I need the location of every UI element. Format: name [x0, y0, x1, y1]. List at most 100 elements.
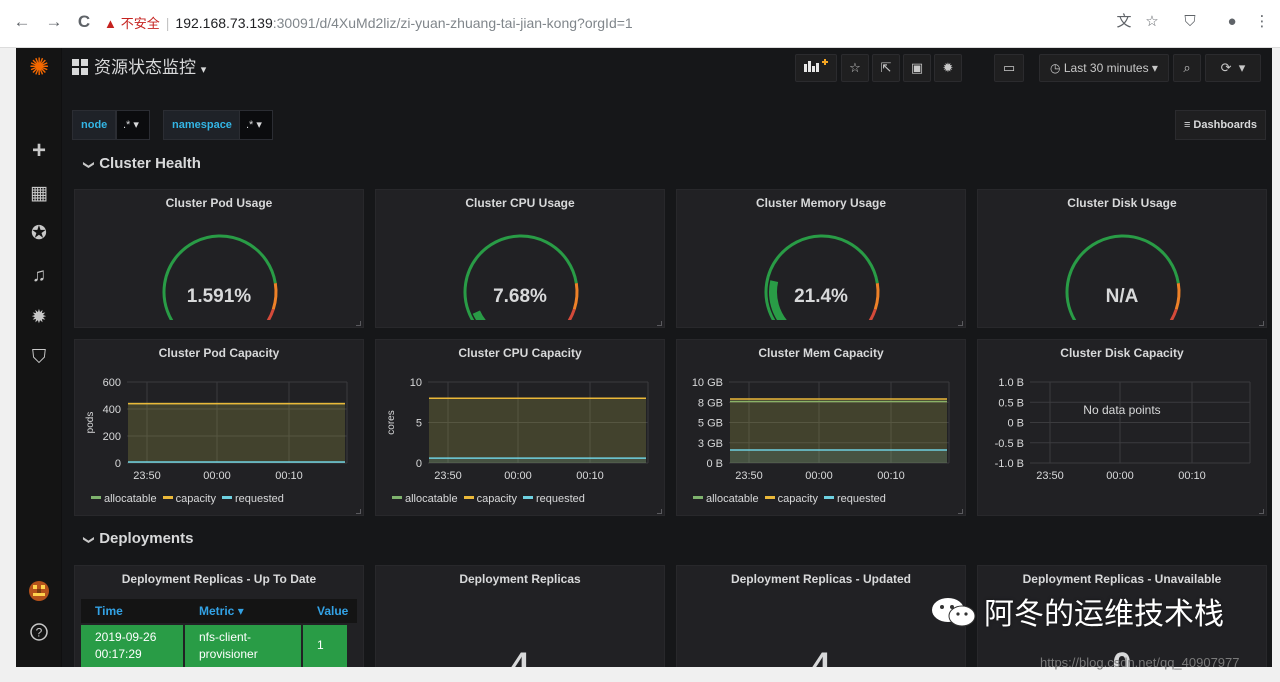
x-tick-label: 23:50 [434, 470, 462, 482]
legend-swatch [823, 496, 834, 499]
gauge-arc [463, 234, 579, 320]
y-tick-label: 1.0 B [998, 377, 1024, 389]
var-label-node: node [72, 110, 117, 140]
threshold-green [764, 234, 879, 320]
row-cluster-health[interactable]: ❯ Cluster Health [83, 153, 201, 175]
gauge-panel-memory-usage[interactable]: Cluster Memory Usage 21.4% [676, 189, 966, 328]
gauge-panel-disk-usage[interactable]: Cluster Disk Usage N/A [977, 189, 1267, 328]
column-value[interactable]: Value [317, 604, 349, 618]
profile-icon[interactable]: ● [1227, 13, 1237, 30]
threshold-red [266, 308, 275, 320]
alerting-bell-icon[interactable]: ♫ [31, 265, 47, 286]
stat-value: 4 [811, 646, 831, 667]
graph-panel-disk-capacity[interactable]: Cluster Disk Capacity 1.0 B 0.5 B 0 B -0.5 … [977, 339, 1267, 516]
dashboard-title[interactable]: 资源状态监控 ▾ [72, 56, 206, 80]
legend-label: capacity [175, 493, 216, 505]
resize-handle[interactable] [1259, 509, 1264, 514]
legend-label: allocatable [104, 493, 157, 505]
reload-icon[interactable]: C [77, 12, 91, 31]
legend-item-allocatable[interactable]: allocatable [693, 493, 759, 505]
resize-handle[interactable] [1259, 321, 1264, 326]
share-icon[interactable]: ⇱ [872, 54, 900, 82]
x-tick-label: 00:00 [203, 470, 231, 482]
grafana-logo-icon[interactable]: ✺ [28, 54, 50, 81]
series-area-requested [730, 450, 947, 463]
legend-swatch [392, 496, 402, 499]
stat-panel-replicas[interactable]: Deployment Replicas 4 [375, 565, 665, 667]
resize-handle[interactable] [657, 321, 662, 326]
browser-toolbar: ← → C ▲ 不安全 | 192.168.73.139:30091/d/4XuMd… [0, 0, 1280, 48]
panel-title: Cluster Pod Usage [165, 196, 273, 210]
svg-text:?: ? [36, 626, 43, 640]
translate-icon[interactable]: 文 [1116, 13, 1132, 30]
tv-mode-icon[interactable]: ▭ [994, 54, 1024, 82]
y-tick-label: 5 [416, 418, 422, 430]
threshold-red [868, 308, 877, 320]
bookmark-star-icon[interactable]: ☆ [1145, 13, 1159, 30]
gauge-value: 21.4% [794, 286, 848, 307]
configuration-gear-icon[interactable]: ✹ [31, 307, 47, 328]
y-tick-label: 0 B [706, 458, 723, 470]
add-panel-button[interactable] [795, 54, 837, 82]
time-picker[interactable]: ◷ Last 30 minutes ▾ [1039, 54, 1169, 82]
legend-item-requested[interactable]: requested [221, 493, 284, 505]
cell-metric: nfs-client-provisioner [185, 625, 301, 667]
chart-plot: 600 400 200 0 23:50 00:00 00:10 pods [85, 377, 348, 482]
series-area-capacity [128, 403, 345, 463]
threshold-green [1065, 234, 1180, 320]
table-panel-up-to-date[interactable]: Deployment Replicas - Up To Date Time Me… [74, 565, 364, 667]
y-tick-label: 0 [416, 458, 422, 470]
gauge-panel-pod-usage[interactable]: Cluster Pod Usage 1.591% [74, 189, 364, 328]
legend-item-capacity[interactable]: capacity [162, 493, 216, 505]
x-tick-label: 23:50 [133, 470, 161, 482]
stat-panel-updated[interactable]: Deployment Replicas - Updated 4 [676, 565, 966, 667]
column-time[interactable]: Time [95, 604, 123, 618]
y-tick-label: 0 B [1007, 418, 1024, 430]
legend-item-requested[interactable]: requested [522, 493, 585, 505]
resize-handle[interactable] [958, 509, 963, 514]
graph-panel-cpu-capacity[interactable]: Cluster CPU Capacity 10 5 0 23:50 00:00 00:10… [375, 339, 665, 516]
security-warning[interactable]: 不安全 [120, 16, 160, 31]
resize-handle[interactable] [958, 321, 963, 326]
star-icon[interactable]: ☆ [841, 54, 869, 82]
help-icon[interactable]: ? [16, 622, 62, 650]
dashboards-grid-icon[interactable]: ▦ [30, 183, 48, 204]
gauge-panel-cpu-usage[interactable]: Cluster CPU Usage 7.68% [375, 189, 665, 328]
extension-shield-icon[interactable]: ⛉ [1184, 13, 1196, 30]
menu-dots-icon[interactable]: ⋮ [1254, 13, 1270, 30]
var-select-namespace[interactable]: .* ▾ [239, 110, 273, 140]
legend-item-capacity[interactable]: capacity [764, 493, 818, 505]
legend-item-allocatable[interactable]: allocatable [392, 493, 458, 505]
legend-item-requested[interactable]: requested [823, 493, 886, 505]
legend-label: requested [836, 493, 886, 505]
column-metric[interactable]: Metric ▾ [199, 604, 244, 618]
create-plus-icon[interactable]: + [31, 137, 46, 164]
resize-handle[interactable] [356, 509, 361, 514]
panel-title: Deployment Replicas - Up To Date [121, 572, 317, 586]
y-tick-label: 5 GB [698, 418, 723, 430]
threshold-green [463, 234, 578, 320]
warning-icon: ▲ [104, 16, 117, 31]
stat-panel-unavailable[interactable]: Deployment Replicas - Unavailable 0 [977, 565, 1267, 667]
explore-compass-icon[interactable]: ✪ [31, 223, 47, 244]
admin-shield-icon[interactable]: ⛉ [31, 347, 47, 368]
row-deployments[interactable]: ❯ Deployments [83, 528, 194, 550]
graph-panel-mem-capacity[interactable]: Cluster Mem Capacity 10 GB 8 GB 5 GB 3 GB 0 … [676, 339, 966, 516]
var-select-node[interactable]: .* ▾ [116, 110, 150, 140]
dashboards-link[interactable]: ≡ Dashboards [1174, 110, 1266, 140]
resize-handle[interactable] [657, 509, 662, 514]
resize-handle[interactable] [356, 321, 361, 326]
address-bar[interactable]: ▲ 不安全 | 192.168.73.139:30091/d/4XuMd2liz/z… [104, 15, 633, 31]
save-icon[interactable]: ▣ [903, 54, 931, 82]
legend-item-allocatable[interactable]: allocatable [91, 493, 157, 505]
y-tick-label: -0.5 B [995, 438, 1024, 450]
refresh-icon[interactable]: ⟳ ▾ [1205, 54, 1261, 82]
zoom-out-icon[interactable]: ⌕ [1173, 54, 1201, 82]
user-avatar[interactable] [16, 580, 62, 608]
settings-gear-icon[interactable]: ✹ [934, 54, 962, 82]
forward-icon[interactable]: → [45, 12, 63, 31]
y-tick-label: 400 [103, 404, 121, 416]
graph-panel-pod-capacity[interactable]: Cluster Pod Capacity 600 400 200 0 23:50 00:0… [74, 339, 364, 516]
back-icon[interactable]: ← [13, 12, 31, 31]
legend-item-capacity[interactable]: capacity [463, 493, 517, 505]
